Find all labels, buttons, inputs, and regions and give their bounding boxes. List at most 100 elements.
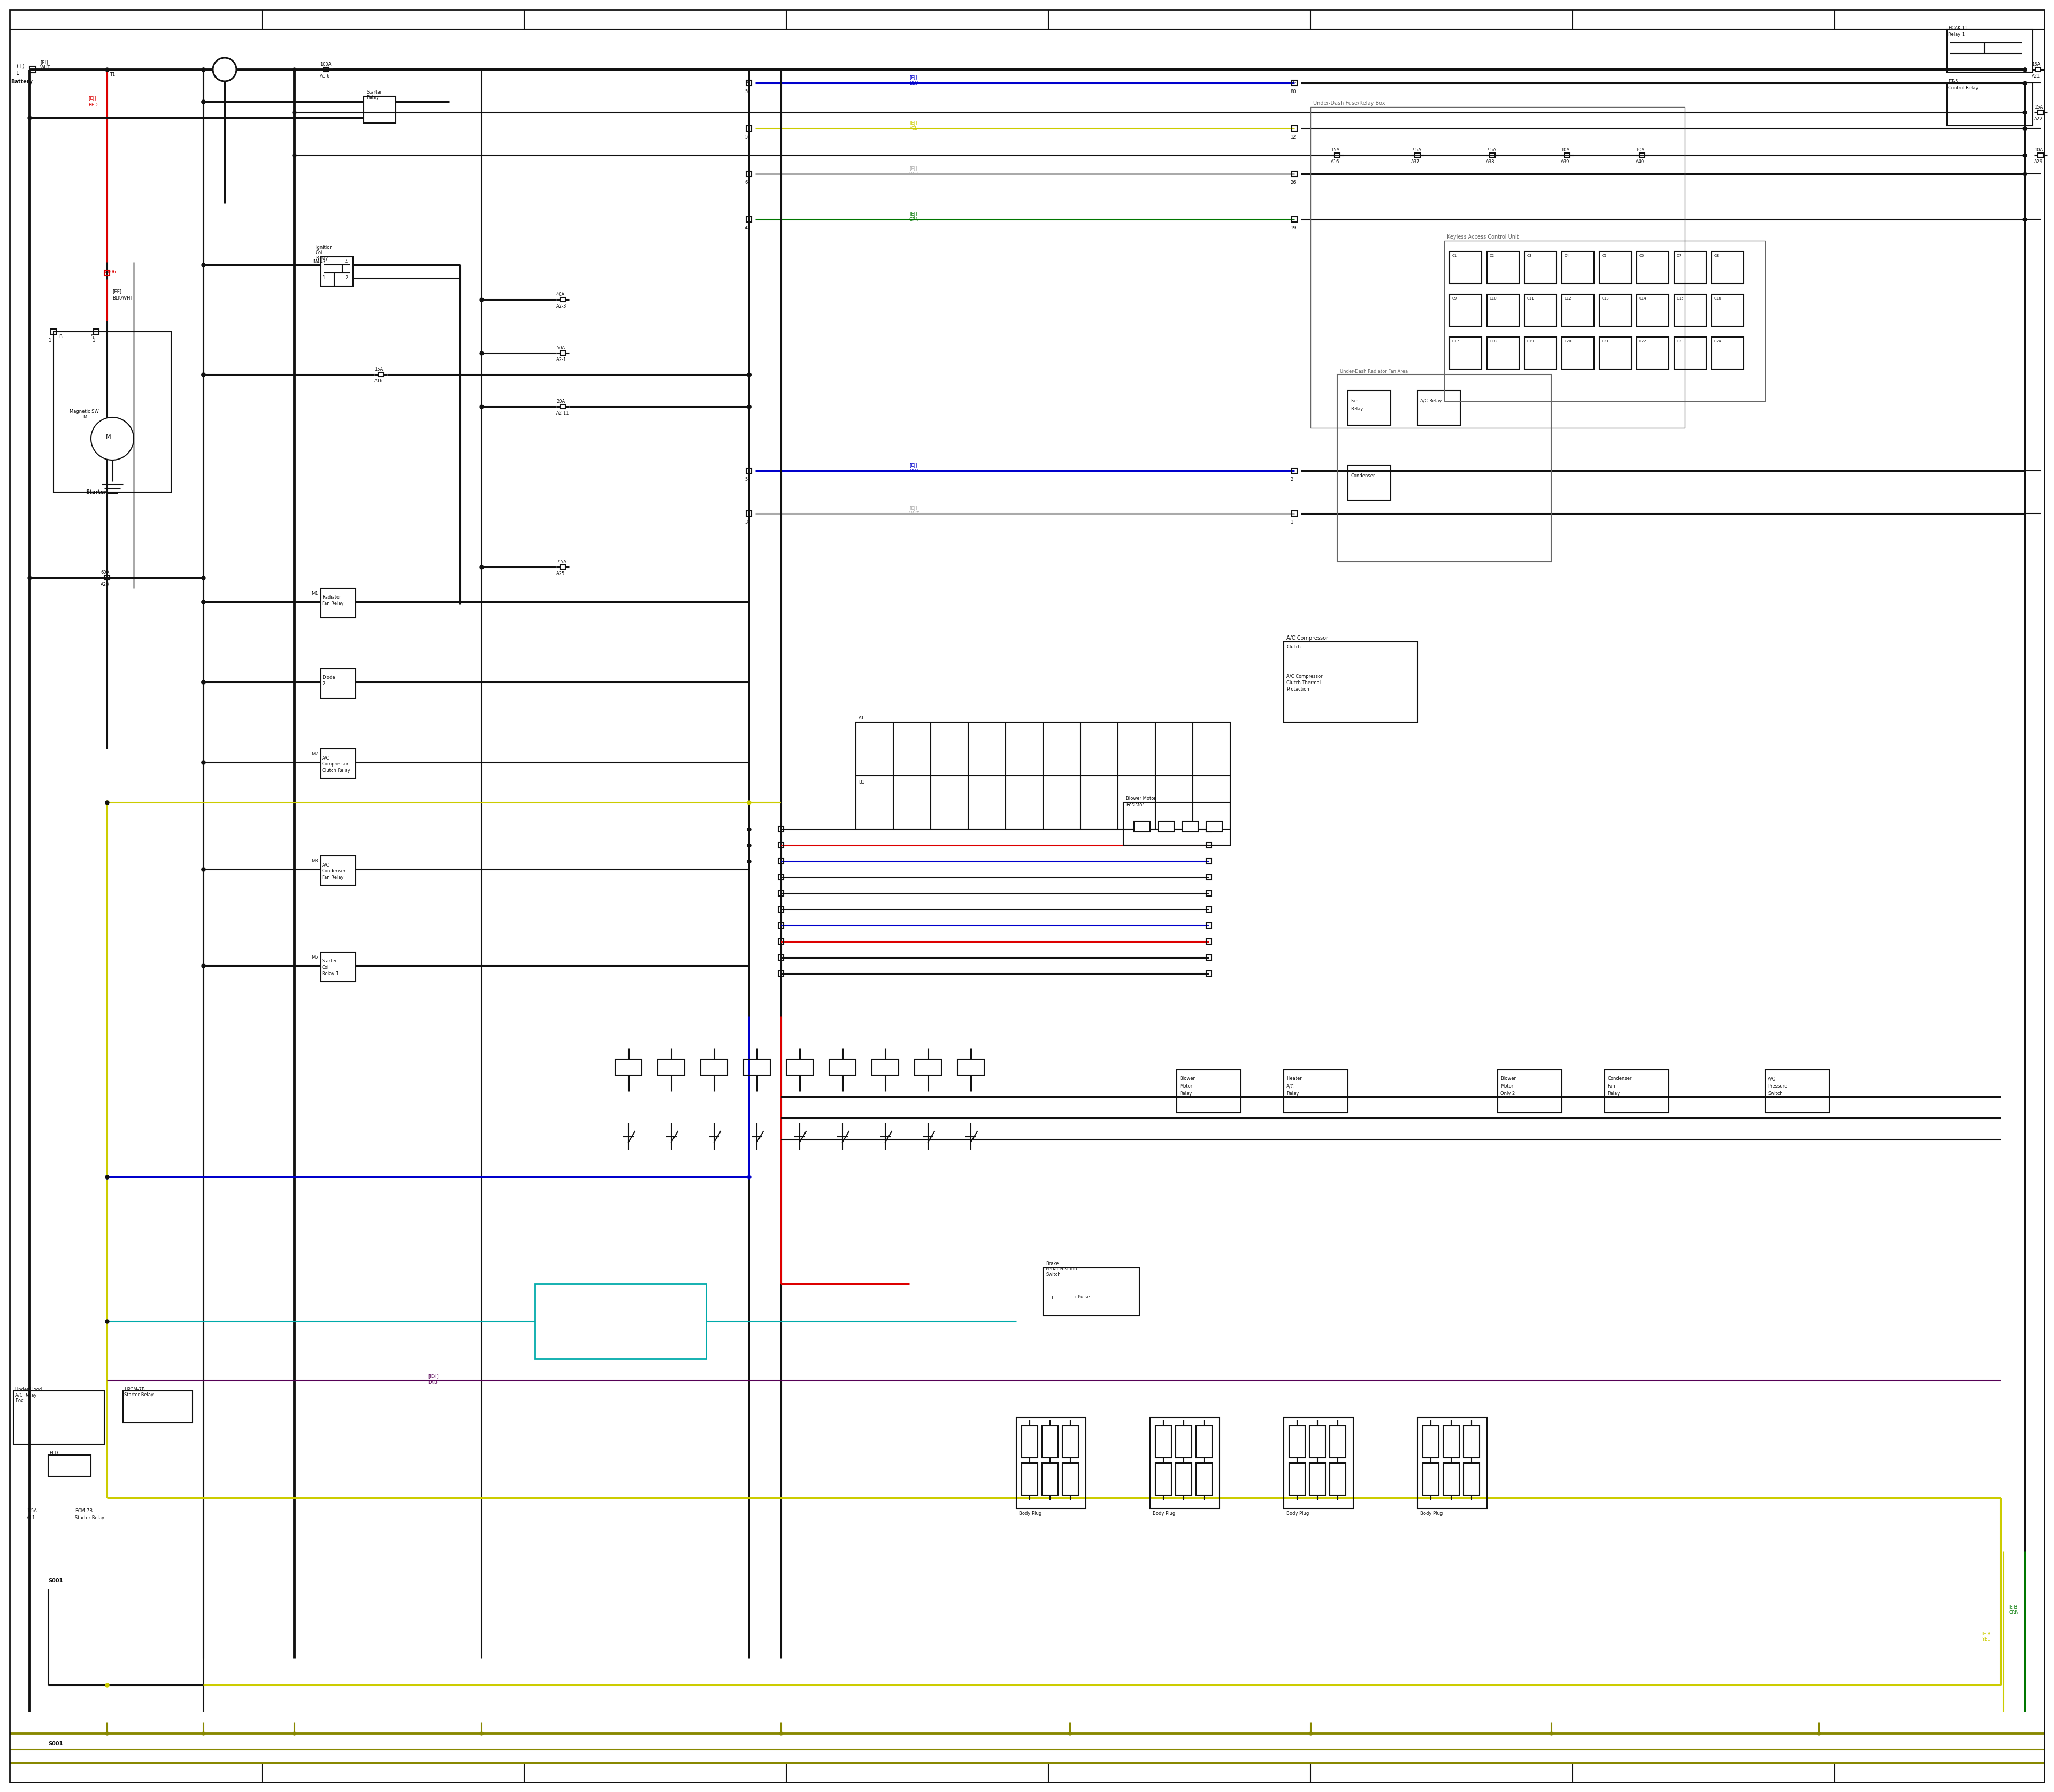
Text: C23: C23: [1676, 340, 1684, 342]
Bar: [1347, 391, 1391, 425]
Bar: [1292, 217, 1298, 222]
Bar: [1195, 1462, 1212, 1495]
Bar: [1711, 337, 1744, 369]
Text: 5: 5: [744, 477, 748, 482]
Text: 1.5A: 1.5A: [27, 1509, 37, 1512]
Text: C12: C12: [1565, 297, 1571, 299]
Bar: [1206, 842, 1212, 848]
Bar: [1158, 821, 1175, 831]
Text: T4: T4: [51, 328, 58, 333]
Text: A38: A38: [1485, 159, 1495, 165]
Bar: [320, 668, 355, 699]
Text: Coil: Coil: [316, 251, 325, 254]
Bar: [1417, 1417, 1487, 1509]
Text: 59: 59: [744, 134, 750, 140]
Text: Body Plug: Body Plug: [1419, 1511, 1442, 1516]
Bar: [1206, 907, 1212, 912]
Bar: [746, 217, 752, 222]
Text: 1: 1: [322, 276, 325, 280]
Bar: [1600, 251, 1631, 283]
Text: C4: C4: [1565, 254, 1569, 258]
Text: A2-3: A2-3: [557, 305, 567, 308]
Text: A/C Relay: A/C Relay: [14, 1392, 37, 1398]
Text: Relay: Relay: [1179, 1091, 1191, 1097]
Text: 7.5A: 7.5A: [1485, 147, 1495, 152]
Text: Box: Box: [14, 1398, 23, 1403]
Bar: [1206, 955, 1212, 961]
Text: Relay: Relay: [1352, 407, 1364, 412]
Text: Under Hood: Under Hood: [14, 1387, 41, 1392]
Bar: [778, 891, 785, 896]
Bar: [746, 125, 752, 131]
Bar: [787, 1059, 813, 1075]
Text: A40: A40: [1635, 159, 1645, 165]
Bar: [378, 373, 384, 376]
Bar: [1637, 294, 1668, 326]
Text: B: B: [60, 335, 62, 339]
Text: 15A: 15A: [374, 367, 384, 371]
Text: C1: C1: [1452, 254, 1456, 258]
Bar: [1310, 108, 1684, 428]
Bar: [778, 826, 785, 831]
Bar: [1674, 337, 1707, 369]
Bar: [1206, 826, 1212, 831]
Text: Coil: Coil: [322, 966, 331, 969]
Bar: [1489, 152, 1495, 158]
Text: A16: A16: [1331, 159, 1339, 165]
Text: [EJ]: [EJ]: [88, 97, 97, 100]
Bar: [105, 575, 109, 581]
Bar: [1524, 251, 1557, 283]
Bar: [1206, 858, 1212, 864]
Text: B1: B1: [859, 780, 865, 785]
Text: A25: A25: [557, 572, 565, 575]
Bar: [1711, 294, 1744, 326]
Bar: [1639, 152, 1645, 158]
Text: 1: 1: [1290, 520, 1292, 525]
Text: BLK/WHT: BLK/WHT: [113, 296, 134, 299]
Bar: [1487, 337, 1520, 369]
Text: M44: M44: [312, 260, 322, 263]
Bar: [561, 297, 565, 301]
Text: Pedal Position: Pedal Position: [1045, 1267, 1076, 1272]
Bar: [1206, 891, 1212, 896]
Text: 2: 2: [322, 681, 325, 686]
Bar: [123, 1391, 193, 1423]
Text: HPCM-7B: HPCM-7B: [123, 1387, 146, 1392]
Bar: [778, 939, 785, 944]
Text: YEL: YEL: [1982, 1636, 1990, 1641]
Text: Keyless Access Control Unit: Keyless Access Control Unit: [1446, 235, 1518, 240]
Bar: [1124, 803, 1230, 846]
Text: Protection: Protection: [1286, 686, 1308, 692]
Text: A21: A21: [2031, 73, 2040, 79]
Bar: [1450, 294, 1481, 326]
Bar: [1524, 337, 1557, 369]
Text: 7.5A: 7.5A: [557, 559, 567, 564]
Text: Magnetic SW: Magnetic SW: [70, 409, 99, 414]
Text: C17: C17: [1452, 340, 1460, 342]
Text: Starter: Starter: [322, 959, 337, 964]
Bar: [1284, 1070, 1347, 1113]
Text: A39: A39: [1561, 159, 1569, 165]
Text: Relay: Relay: [316, 256, 329, 260]
Bar: [320, 952, 355, 982]
Bar: [1637, 251, 1668, 283]
Bar: [1292, 125, 1298, 131]
Text: C5: C5: [1602, 254, 1606, 258]
Text: Clutch: Clutch: [1286, 645, 1300, 649]
Text: 12: 12: [1290, 134, 1296, 140]
Text: D: D: [1292, 79, 1296, 84]
Text: C18: C18: [1489, 340, 1497, 342]
Bar: [614, 1059, 641, 1075]
Text: C13: C13: [1602, 297, 1610, 299]
Text: A/C: A/C: [322, 754, 331, 760]
Bar: [1600, 294, 1631, 326]
Bar: [29, 66, 35, 73]
Bar: [561, 564, 565, 570]
Bar: [1947, 82, 2033, 125]
Bar: [1450, 337, 1481, 369]
Bar: [1444, 1462, 1458, 1495]
Bar: [1292, 81, 1298, 86]
Text: [EI]: [EI]: [41, 59, 47, 65]
Text: C10: C10: [1489, 297, 1497, 299]
Text: A2-11: A2-11: [557, 410, 569, 416]
